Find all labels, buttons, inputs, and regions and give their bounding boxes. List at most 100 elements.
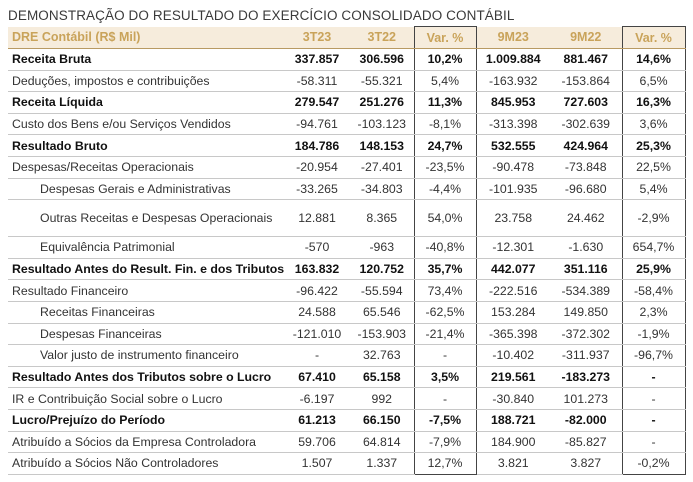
cell-3t22: 65.546 (350, 301, 414, 324)
cell-9m23: -163.932 (476, 70, 550, 93)
cell-3t22: 306.596 (350, 48, 414, 71)
cell-var-ytd: 16,3% (621, 91, 686, 114)
table-row: Receita Líquida 279.547 251.276 11,3% 845.95… (8, 91, 686, 114)
cell-var-quarter: -21,4% (413, 323, 477, 346)
cell-var-ytd: - (621, 366, 686, 389)
cell-var-ytd: - (621, 431, 686, 454)
cell-var-ytd: 654,7% (621, 236, 686, 259)
cell-3t23: -33.265 (284, 178, 350, 201)
cell-3t22: 992 (350, 387, 414, 410)
cell-3t22: 8.365 (350, 199, 414, 238)
cell-9m22: -153.864 (550, 70, 622, 93)
cell-9m23: -222.516 (476, 279, 550, 302)
cell-var-quarter: 12,7% (413, 452, 477, 475)
header-9m23: 9M23 (476, 26, 550, 49)
cell-3t23: 12.881 (284, 199, 350, 238)
table-body: Receita Bruta 337.857 306.596 10,2% 1.009.88… (8, 48, 686, 475)
cell-3t22: 120.752 (350, 258, 414, 281)
cell-9m23: -30.840 (476, 387, 550, 410)
cell-3t23: 1.507 (284, 452, 350, 475)
cell-var-ytd: 3,6% (621, 113, 686, 136)
cell-3t22: 148.153 (350, 134, 414, 157)
cell-3t23: 67.410 (284, 366, 350, 389)
row-label: Equivalência Patrimonial (8, 236, 284, 259)
table-row: Atribuído a Sócios Não Controladores 1.50… (8, 452, 686, 475)
cell-9m22: -183.273 (550, 366, 622, 389)
table-header-row: DRE Contábil (R$ Mil) 3T23 3T22 Var. % 9… (8, 26, 686, 49)
cell-9m23: -10.402 (476, 344, 550, 367)
table-row: Resultado Bruto 184.786 148.153 24,7% 532.55… (8, 134, 686, 157)
cell-9m22: 424.964 (550, 134, 622, 157)
cell-3t22: -55.321 (350, 70, 414, 93)
table-row: Equivalência Patrimonial -570 -963 -40,8% -1… (8, 236, 686, 259)
row-label: Despesas/Receitas Operacionais (8, 156, 284, 179)
cell-9m23: -12.301 (476, 236, 550, 259)
cell-var-ytd: - (621, 409, 686, 432)
cell-var-ytd: -96,7% (621, 344, 686, 367)
cell-var-quarter: 35,7% (413, 258, 477, 281)
table-row: Outras Receitas e Despesas Operacionais 1… (8, 199, 686, 238)
cell-var-quarter: -4,4% (413, 178, 477, 201)
row-label: Valor justo de instrumento financeiro (8, 344, 284, 367)
cell-3t23: -570 (284, 236, 350, 259)
cell-3t22: 66.150 (350, 409, 414, 432)
cell-var-ytd: 6,5% (621, 70, 686, 93)
table-row: Resultado Antes do Result. Fin. e dos Tr… (8, 258, 686, 281)
cell-9m23: 23.758 (476, 199, 550, 238)
cell-var-quarter: 10,2% (413, 48, 477, 71)
table-row: Despesas/Receitas Operacionais -20.954 -27… (8, 156, 686, 179)
income-statement-table: DRE Contábil (R$ Mil) 3T23 3T22 Var. % 9… (8, 26, 686, 475)
cell-9m22: 3.827 (550, 452, 622, 475)
cell-9m22: 149.850 (550, 301, 622, 324)
cell-3t22: -153.903 (350, 323, 414, 346)
cell-9m22: -96.680 (550, 178, 622, 201)
cell-var-quarter: 11,3% (413, 91, 477, 114)
header-var-quarter: Var. % (413, 26, 477, 49)
row-label: Deduções, impostos e contribuições (8, 70, 284, 93)
cell-3t22: -963 (350, 236, 414, 259)
table-row: Deduções, impostos e contribuições -58.31… (8, 70, 686, 93)
cell-3t22: 32.763 (350, 344, 414, 367)
cell-3t22: -27.401 (350, 156, 414, 179)
header-var-ytd: Var. % (621, 26, 686, 49)
table-row: Despesas Financeiras -121.010 -153.903 -21,… (8, 323, 686, 346)
table-row: Valor justo de instrumento financeiro -32… (8, 344, 686, 367)
cell-var-ytd: -58,4% (621, 279, 686, 302)
cell-9m23: 3.821 (476, 452, 550, 475)
cell-var-quarter: 3,5% (413, 366, 477, 389)
cell-var-ytd: 2,3% (621, 301, 686, 324)
header-dre: DRE Contábil (R$ Mil) (8, 26, 284, 49)
row-label: Custo dos Bens e/ou Serviços Vendidos (8, 113, 284, 136)
cell-var-quarter: -62,5% (413, 301, 477, 324)
table-row: Lucro/Prejuízo do Período 61.213 66.150 -7,… (8, 409, 686, 432)
row-label: Atribuído a Sócios da Empresa Controlado… (8, 431, 284, 454)
cell-9m23: 219.561 (476, 366, 550, 389)
cell-3t23: -121.010 (284, 323, 350, 346)
cell-3t23: 337.857 (284, 48, 350, 71)
table-row: Custo dos Bens e/ou Serviços Vendidos -94… (8, 113, 686, 136)
cell-9m22: -73.848 (550, 156, 622, 179)
cell-9m22: -82.000 (550, 409, 622, 432)
cell-var-ytd: -2,9% (621, 199, 686, 238)
cell-9m23: -313.398 (476, 113, 550, 136)
table-row: IR e Contribuição Social sobre o Lucro -6… (8, 387, 686, 410)
row-label: IR e Contribuição Social sobre o Lucro (8, 387, 284, 410)
row-label: Outras Receitas e Despesas Operacionais (8, 199, 284, 238)
cell-9m23: 153.284 (476, 301, 550, 324)
cell-3t22: -34.803 (350, 178, 414, 201)
table-row: Resultado Financeiro -96.422 -55.594 73,4% -… (8, 279, 686, 302)
cell-3t23: - (284, 344, 350, 367)
cell-9m22: -534.389 (550, 279, 622, 302)
cell-9m23: 184.900 (476, 431, 550, 454)
cell-3t23: -58.311 (284, 70, 350, 93)
row-label: Atribuído a Sócios Não Controladores (8, 452, 284, 475)
cell-var-quarter: -7,9% (413, 431, 477, 454)
cell-3t22: 1.337 (350, 452, 414, 475)
row-label: Despesas Gerais e Administrativas (8, 178, 284, 201)
cell-9m22: -1.630 (550, 236, 622, 259)
cell-var-ytd: -1,9% (621, 323, 686, 346)
cell-3t23: 24.588 (284, 301, 350, 324)
cell-3t23: -6.197 (284, 387, 350, 410)
cell-9m22: -311.937 (550, 344, 622, 367)
report-title: DEMONSTRAÇÃO DO RESULTADO DO EXERCÍCIO C… (8, 8, 515, 23)
